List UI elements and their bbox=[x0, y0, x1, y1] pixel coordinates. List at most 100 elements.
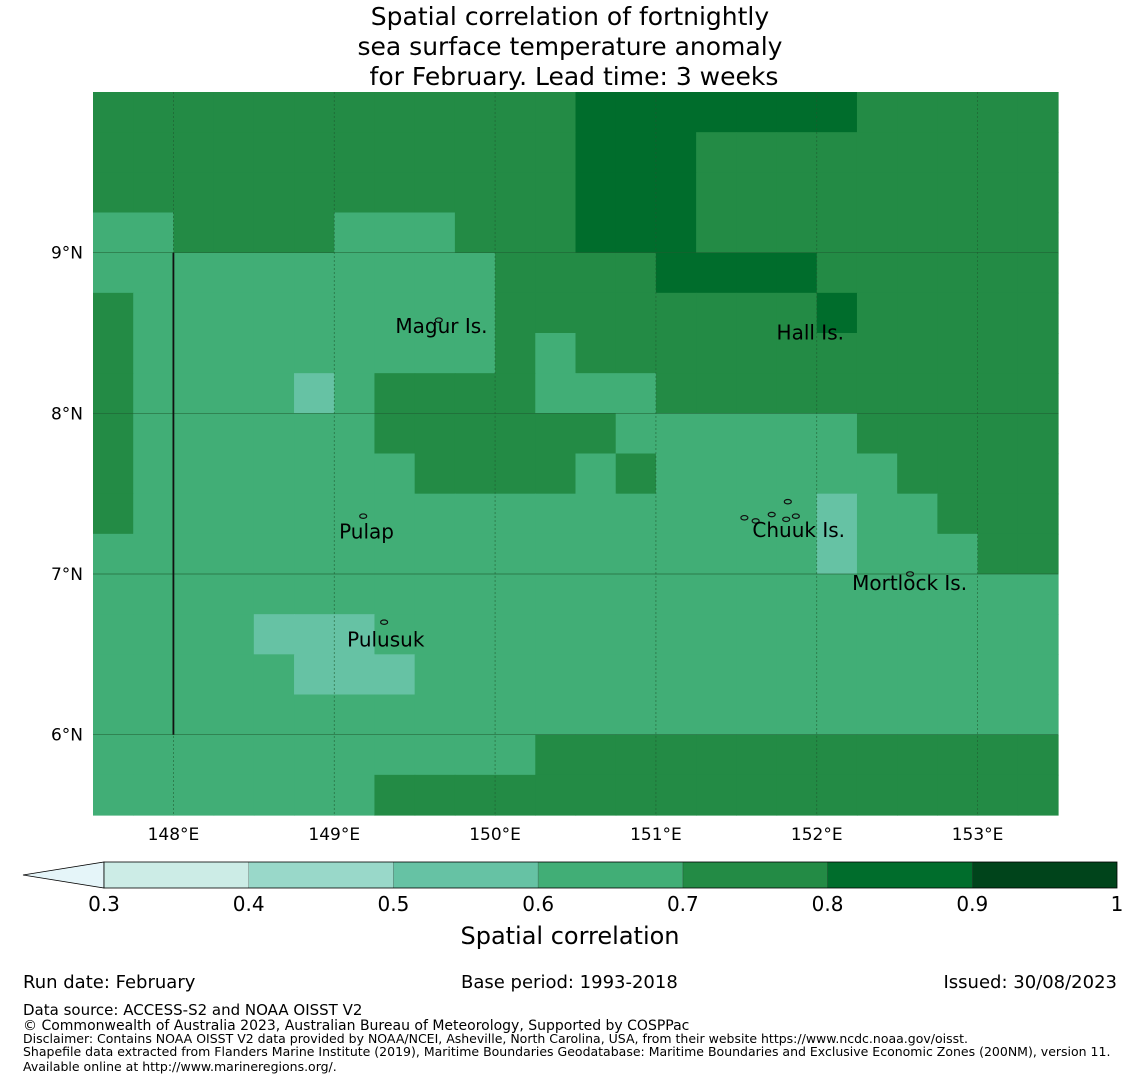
grid-cell bbox=[173, 373, 215, 414]
grid-cell bbox=[535, 614, 577, 655]
grid-cell bbox=[1017, 132, 1059, 173]
grid-cell bbox=[897, 132, 938, 173]
grid-cell bbox=[615, 654, 657, 696]
grid-cell bbox=[736, 614, 778, 655]
colorbar-segment bbox=[827, 862, 973, 888]
title-line-2: sea surface temperature anomaly bbox=[357, 32, 783, 61]
grid-cell bbox=[535, 292, 577, 334]
grid-cell bbox=[575, 172, 617, 214]
island-outlines bbox=[359, 317, 915, 626]
grid-cell bbox=[253, 654, 295, 696]
grid-cell bbox=[294, 172, 335, 214]
place-label: Chuuk Is. bbox=[752, 518, 845, 542]
grid-cell bbox=[454, 333, 496, 374]
grid-cell bbox=[977, 413, 1019, 455]
grid-cell bbox=[454, 413, 496, 455]
lon-tick-label: 151°E bbox=[630, 825, 682, 845]
grid-cell bbox=[736, 493, 778, 535]
grid-cell bbox=[133, 453, 175, 495]
grid-cell bbox=[414, 132, 456, 173]
grid-cell bbox=[374, 132, 416, 173]
grid-cell bbox=[736, 533, 778, 575]
grid-cell bbox=[937, 132, 979, 173]
grid-cell bbox=[213, 734, 255, 776]
grid-cell bbox=[535, 333, 577, 374]
grid-cell bbox=[414, 333, 456, 374]
grid-cell bbox=[213, 132, 255, 173]
grid-cell bbox=[374, 373, 416, 414]
grid-cell bbox=[655, 252, 697, 294]
grid-cell bbox=[334, 212, 376, 254]
grid-cell bbox=[856, 212, 898, 254]
grid-cell bbox=[414, 92, 456, 133]
grid-cell bbox=[93, 614, 134, 655]
grid-cell bbox=[816, 292, 858, 334]
grid-cell bbox=[253, 252, 295, 294]
grid-cell bbox=[615, 252, 657, 294]
grid-cell bbox=[414, 373, 456, 414]
grid-cell bbox=[575, 493, 617, 535]
grid-cell bbox=[535, 252, 577, 294]
grid-cell bbox=[655, 533, 697, 575]
grid-cell bbox=[334, 413, 376, 455]
grid-cell bbox=[294, 413, 335, 455]
grid-cell bbox=[736, 373, 778, 414]
grid-cell bbox=[495, 132, 536, 173]
grid-cell bbox=[454, 212, 496, 254]
grid-cell bbox=[615, 774, 657, 816]
grid-cell bbox=[655, 574, 697, 615]
grid-cell bbox=[133, 493, 175, 535]
grid-cell bbox=[655, 132, 697, 173]
grid-cell bbox=[454, 574, 496, 615]
grid-cell bbox=[253, 292, 295, 334]
grid-cell bbox=[93, 132, 134, 173]
grid-cell bbox=[696, 373, 737, 414]
grid-cell bbox=[736, 413, 778, 455]
grid-cell bbox=[334, 533, 376, 575]
grid-cell bbox=[334, 373, 376, 414]
grid-cell bbox=[977, 172, 1019, 214]
grid-cell bbox=[615, 92, 657, 133]
grid-cell bbox=[495, 92, 536, 133]
grid-cell bbox=[535, 373, 577, 414]
grid-cell bbox=[776, 132, 818, 173]
grid-cell bbox=[414, 172, 456, 214]
grid-cell bbox=[495, 373, 536, 414]
grid-cell bbox=[776, 333, 818, 374]
grid-cell bbox=[334, 92, 376, 133]
grid-cell bbox=[133, 333, 175, 374]
grid-cell bbox=[615, 212, 657, 254]
grid-cell bbox=[213, 694, 255, 736]
grid-cell bbox=[776, 694, 818, 736]
grid-cell bbox=[374, 333, 416, 374]
island-outline bbox=[767, 511, 776, 518]
grid-cell bbox=[575, 614, 617, 655]
grid-cell bbox=[736, 453, 778, 495]
grid-cell bbox=[897, 413, 938, 455]
island-outline bbox=[434, 317, 443, 323]
grid-cell bbox=[535, 413, 577, 455]
grid-cell bbox=[897, 333, 938, 374]
grid-cell bbox=[294, 252, 335, 294]
grid-cell bbox=[816, 453, 858, 495]
grid-cell bbox=[655, 172, 697, 214]
grid-cell bbox=[696, 453, 737, 495]
grid-cell bbox=[977, 654, 1019, 696]
grid-cell bbox=[253, 132, 295, 173]
grid-cell bbox=[736, 734, 778, 776]
grid-cell bbox=[1017, 292, 1059, 334]
base-period: Base period: 1993-2018 bbox=[461, 972, 678, 993]
grid-cell bbox=[937, 654, 979, 696]
grid-cell bbox=[575, 413, 617, 455]
grid-cell bbox=[334, 614, 376, 655]
grid-cell bbox=[856, 373, 898, 414]
grid-cell bbox=[495, 734, 536, 776]
grid-cell bbox=[655, 333, 697, 374]
grid-cell bbox=[93, 373, 134, 414]
grid-cell bbox=[253, 212, 295, 254]
grid-cell bbox=[414, 734, 456, 776]
grid-cell bbox=[1017, 453, 1059, 495]
grid-cell bbox=[253, 574, 295, 615]
grid-cell bbox=[454, 734, 496, 776]
grid-cell bbox=[535, 774, 577, 816]
